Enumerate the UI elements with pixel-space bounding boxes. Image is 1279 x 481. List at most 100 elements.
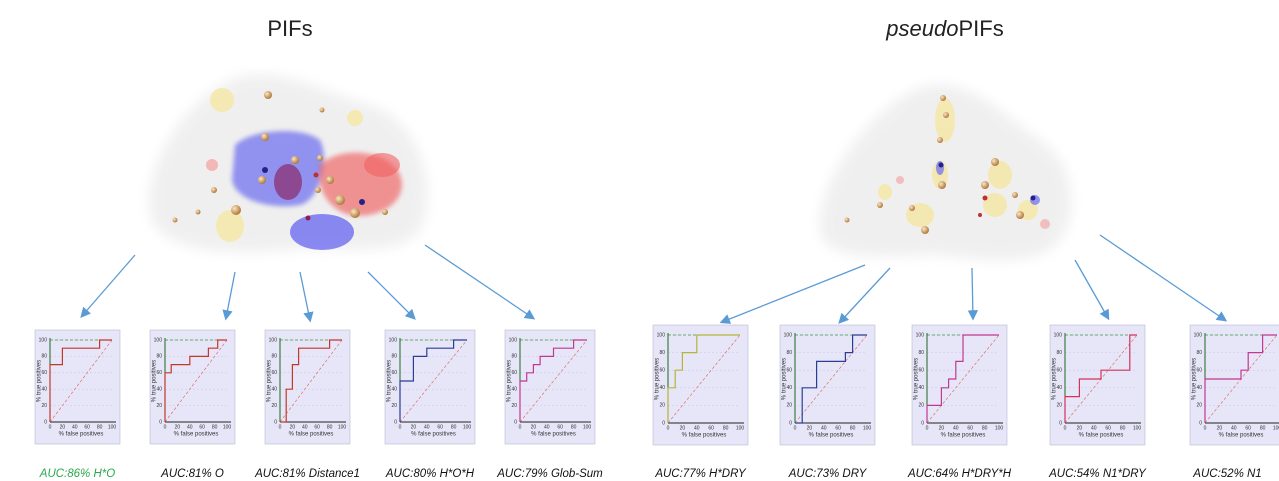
x-tick-label: 40	[694, 425, 700, 431]
y-tick-label: 0	[1059, 420, 1062, 426]
auc-caption: AUC:54% N1*DRY	[1048, 468, 1147, 480]
y-axis-label: % true positives	[152, 360, 158, 402]
x-axis-label: % false positives	[941, 433, 986, 439]
y-tick-label: 100	[269, 337, 278, 343]
x-tick-label: 40	[424, 424, 430, 430]
y-tick-label: 0	[274, 419, 277, 425]
x-tick-label: 0	[49, 424, 52, 430]
y-axis-label: % true positives	[267, 360, 273, 402]
y-axis-label: % true positives	[782, 358, 788, 400]
x-tick-label: 100	[1133, 425, 1142, 431]
x-tick-label: 80	[97, 424, 103, 430]
x-tick-label: 0	[1204, 425, 1207, 431]
y-tick-label: 0	[1199, 420, 1202, 426]
y-axis-label: % true positives	[1052, 358, 1058, 400]
y-axis-label: % true positives	[914, 358, 920, 400]
title-italic: pseudo	[885, 16, 958, 41]
y-tick-label: 80	[918, 350, 924, 356]
x-tick-label: 80	[327, 424, 333, 430]
x-tick-label: 0	[667, 425, 670, 431]
x-tick-label: 20	[807, 425, 813, 431]
x-tick-label: 100	[583, 424, 592, 430]
y-tick-label: 80	[786, 350, 792, 356]
y-tick-label: 20	[271, 403, 277, 409]
x-tick-label: 0	[926, 425, 929, 431]
y-tick-label: 20	[391, 403, 397, 409]
y-tick-label: 0	[159, 419, 162, 425]
y-tick-label: 80	[271, 354, 277, 360]
x-axis-label: % false positives	[411, 432, 456, 438]
x-tick-label: 60	[437, 424, 443, 430]
y-tick-label: 20	[918, 403, 924, 409]
y-tick-label: 80	[1196, 350, 1202, 356]
y-tick-label: 80	[391, 354, 397, 360]
x-tick-label: 0	[519, 424, 522, 430]
x-tick-label: 60	[314, 424, 320, 430]
auc-caption: AUC:77% H*DRY	[654, 468, 747, 480]
left-molecule	[149, 74, 428, 252]
x-tick-label: 60	[708, 425, 714, 431]
x-tick-label: 0	[794, 425, 797, 431]
y-tick-label: 100	[1194, 332, 1203, 338]
x-tick-label: 100	[463, 424, 472, 430]
y-axis-label: % true positives	[655, 358, 661, 400]
title-rest: PIFs	[958, 16, 1003, 41]
x-tick-label: 80	[850, 425, 856, 431]
x-axis-label: % false positives	[59, 432, 104, 438]
auc-caption: AUC:52% N1	[1192, 468, 1261, 480]
y-tick-label: 80	[1056, 350, 1062, 356]
y-tick-label: 100	[389, 337, 398, 343]
x-axis-label: % false positives	[1079, 433, 1124, 439]
x-tick-label: 60	[967, 425, 973, 431]
x-tick-label: 40	[821, 425, 827, 431]
y-tick-label: 80	[659, 350, 665, 356]
x-tick-label: 80	[571, 424, 577, 430]
x-tick-label: 20	[1077, 425, 1083, 431]
y-tick-label: 20	[156, 403, 162, 409]
x-tick-label: 40	[187, 424, 193, 430]
x-tick-label: 100	[223, 424, 232, 430]
y-tick-label: 0	[789, 420, 792, 426]
x-tick-label: 40	[302, 424, 308, 430]
roc-plot: 002020404060608080100100% false positive…	[907, 325, 1012, 480]
x-tick-label: 0	[279, 424, 282, 430]
x-tick-label: 80	[212, 424, 218, 430]
x-tick-label: 60	[835, 425, 841, 431]
x-tick-label: 20	[939, 425, 945, 431]
x-tick-label: 0	[1064, 425, 1067, 431]
y-tick-label: 0	[662, 420, 665, 426]
x-tick-label: 40	[72, 424, 78, 430]
auc-caption: AUC:86% H*O	[39, 468, 115, 480]
x-tick-label: 20	[60, 424, 66, 430]
x-axis-label: % false positives	[289, 432, 334, 438]
y-tick-label: 100	[39, 337, 48, 343]
x-tick-label: 80	[1260, 425, 1266, 431]
y-tick-label: 100	[509, 337, 518, 343]
y-tick-label: 0	[394, 419, 397, 425]
roc-plot: 002020404060608080100100% false positive…	[496, 330, 603, 480]
auc-caption: AUC:81% Distance1	[254, 468, 360, 480]
auc-caption: AUC:79% Glob-Sum	[496, 468, 603, 480]
x-tick-label: 20	[411, 424, 417, 430]
x-tick-label: 100	[736, 425, 745, 431]
x-tick-label: 100	[108, 424, 117, 430]
y-tick-label: 80	[156, 354, 162, 360]
figure: PIFs pseudoPIFs	[0, 0, 1279, 481]
y-axis-label: % true positives	[507, 360, 513, 402]
y-tick-label: 0	[921, 420, 924, 426]
auc-caption: AUC:80% H*O*H	[385, 468, 475, 480]
auc-caption: AUC:64% H*DRY*H	[907, 468, 1012, 480]
x-tick-label: 60	[1245, 425, 1251, 431]
x-tick-label: 20	[175, 424, 181, 430]
y-axis-label: % true positives	[1192, 358, 1198, 400]
y-tick-label: 20	[511, 403, 517, 409]
x-tick-label: 40	[953, 425, 959, 431]
x-tick-label: 0	[164, 424, 167, 430]
y-tick-label: 20	[41, 403, 47, 409]
y-tick-label: 100	[784, 332, 793, 338]
x-tick-label: 80	[723, 425, 729, 431]
x-tick-label: 100	[338, 424, 347, 430]
x-tick-label: 100	[1273, 425, 1279, 431]
